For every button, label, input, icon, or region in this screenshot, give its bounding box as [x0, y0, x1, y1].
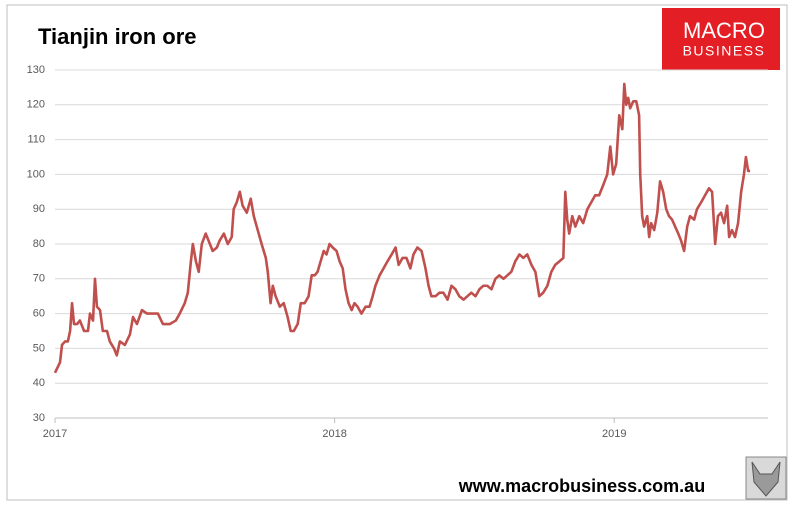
y-tick-label: 60 — [33, 308, 45, 320]
x-tick-label: 2019 — [602, 428, 626, 440]
y-tick-label: 120 — [27, 99, 45, 111]
y-tick-label: 70 — [33, 273, 45, 285]
y-tick-label: 130 — [27, 64, 45, 76]
y-tick-label: 110 — [27, 134, 45, 146]
y-tick-label: 90 — [33, 203, 45, 215]
logo-line2: BUSINESS — [683, 43, 766, 59]
x-tick-label: 2017 — [43, 428, 67, 440]
chart-title: Tianjin iron ore — [38, 24, 197, 49]
data-line — [53, 82, 751, 374]
footer-url: www.macrobusiness.com.au — [458, 476, 705, 496]
y-tick-label: 100 — [27, 168, 45, 180]
x-tick-label: 2018 — [322, 428, 346, 440]
y-tick-label: 30 — [33, 412, 45, 424]
wolf-icon — [751, 461, 781, 497]
logo-box — [662, 8, 780, 70]
logo-line1: MACRO — [683, 18, 765, 43]
y-tick-label: 80 — [33, 238, 45, 250]
y-tick-label: 40 — [33, 377, 45, 389]
y-tick-label: 50 — [33, 342, 45, 354]
